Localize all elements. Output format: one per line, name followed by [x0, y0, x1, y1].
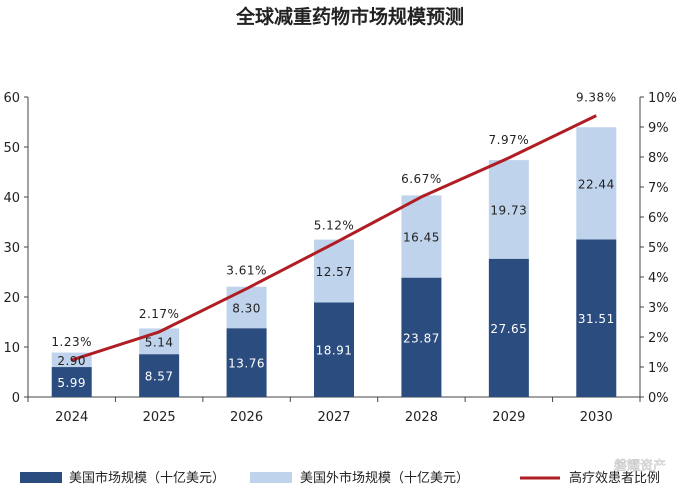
bar-us-label: 13.76	[228, 357, 265, 371]
x-tick-label: 2024	[55, 410, 88, 425]
x-tick-label: 2026	[230, 410, 263, 425]
ratio-point-label: 1.23%	[51, 335, 92, 349]
x-tick-label: 2029	[492, 410, 525, 425]
ratio-point-label: 9.38%	[576, 91, 617, 105]
right-tick-label: 6%	[648, 211, 669, 226]
legend-swatch-intl	[250, 472, 292, 483]
bar-us	[314, 302, 354, 397]
bar-us-label: 5.99	[57, 376, 86, 390]
legend-label-us: 美国市场规模（十亿美元）	[69, 470, 225, 486]
watermark: 磐耀资产	[614, 459, 666, 474]
bar-intl-label: 12.57	[316, 265, 353, 279]
left-tick-label: 0	[12, 391, 20, 406]
right-tick-label: 2%	[648, 331, 669, 346]
data-labels: 5.99 2.90 8.57 5.14 13.76 8.30 18.91 12.57 23.87…	[51, 91, 616, 390]
ratio-point-label: 6.67%	[401, 172, 442, 186]
left-tick-label: 20	[3, 291, 20, 306]
ratio-point-label: 2.17%	[139, 307, 180, 321]
x-tick-label: 2027	[317, 410, 350, 425]
right-tick-label: 3%	[648, 301, 669, 316]
bar-us	[226, 328, 267, 397]
ratio-point-label: 5.12%	[314, 218, 355, 232]
x-tick-label: 2025	[143, 410, 176, 425]
bar-intl	[488, 160, 529, 259]
left-tick-label: 10	[3, 341, 20, 356]
left-tick-label: 50	[3, 141, 20, 156]
bar-intl	[401, 195, 442, 278]
right-tick-label: 4%	[648, 271, 669, 286]
right-tick-label: 5%	[648, 241, 669, 256]
bar-intl-label: 8.30	[232, 301, 261, 315]
left-tick-label: 30	[3, 241, 20, 256]
right-tick-label: 1%	[648, 361, 669, 376]
bars	[51, 127, 617, 397]
legend-swatch-us	[20, 472, 62, 483]
x-tick-label: 2030	[580, 410, 613, 425]
bar-us	[576, 239, 617, 397]
right-tick-label: 10%	[648, 91, 677, 106]
x-tick-label: 2028	[405, 410, 438, 425]
bar-intl-label: 22.44	[578, 177, 615, 191]
legend-label-line: 高疗效患者比例	[569, 470, 660, 486]
bar-us-label: 27.65	[490, 322, 527, 336]
bar-intl-label: 16.45	[403, 231, 440, 245]
bar-us-label: 18.91	[316, 344, 353, 358]
legend: 美国市场规模（十亿美元） 美国外市场规模（十亿美元） 高疗效患者比例	[20, 470, 660, 486]
bar-intl-label: 19.73	[490, 203, 527, 217]
bar-intl-label: 5.14	[145, 335, 174, 349]
ratio-point-label: 7.97%	[489, 133, 530, 147]
bar-us-label: 31.51	[578, 312, 615, 326]
bar-us	[488, 258, 529, 397]
ratio-line	[71, 114, 597, 362]
left-tick-label: 60	[3, 91, 20, 106]
ratio-point-label: 3.61%	[226, 264, 267, 278]
bar-us	[401, 277, 442, 397]
bar-intl	[576, 127, 617, 240]
right-tick-label: 0%	[648, 391, 669, 406]
legend-label-intl: 美国外市场规模（十亿美元）	[300, 470, 469, 486]
left-tick-label: 40	[3, 191, 20, 206]
axes: 01020304050600%1%2%3%4%5%6%7%8%9%10%2024…	[3, 91, 676, 425]
right-tick-label: 9%	[648, 121, 669, 136]
right-tick-label: 8%	[648, 151, 669, 166]
bar-us-label: 23.87	[403, 331, 440, 345]
bar-us	[51, 367, 92, 397]
bar-intl-label: 2.90	[57, 354, 86, 368]
chart-title: 全球减重药物市场规模预测	[235, 5, 464, 28]
bar-us	[139, 354, 180, 397]
right-tick-label: 7%	[648, 181, 669, 196]
ratio-line-path	[71, 114, 597, 362]
bar-us-label: 8.57	[145, 370, 174, 384]
